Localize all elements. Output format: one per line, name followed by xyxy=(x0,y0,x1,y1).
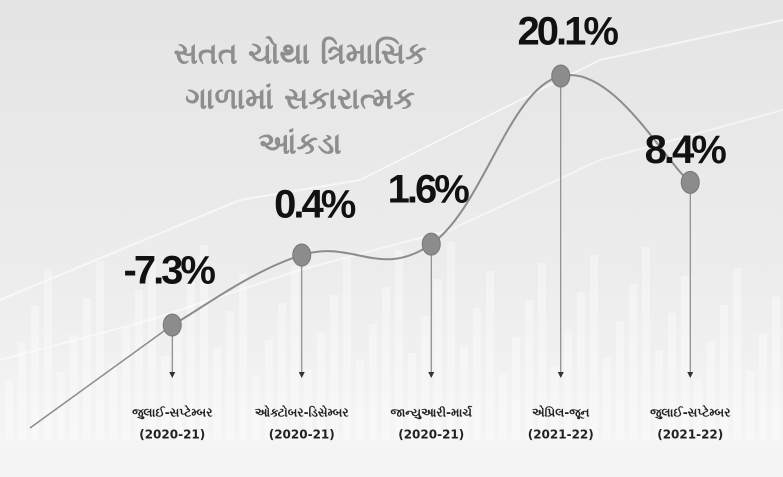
decor-bar xyxy=(746,371,754,440)
decor-bar xyxy=(96,261,104,440)
chart-title: ગાળામાં સકારાત્મક xyxy=(185,82,415,117)
decor-bar xyxy=(213,348,221,440)
x-tick-sublabel: (2020-21) xyxy=(269,428,335,442)
value-label: 8.4% xyxy=(645,128,727,172)
decor-bar xyxy=(356,361,364,440)
decor-bar xyxy=(226,311,234,440)
decor-bar xyxy=(265,340,273,440)
x-tick-sublabel: (2021-22) xyxy=(657,428,723,442)
decor-bar xyxy=(174,319,182,440)
x-tick-sublabel: (2020-21) xyxy=(139,428,205,442)
decor-bar xyxy=(83,298,91,440)
decor-bar xyxy=(31,306,39,440)
point xyxy=(681,171,699,193)
decor-bar xyxy=(18,343,26,440)
decor-bar xyxy=(629,284,637,440)
x-tick-sublabel: (2020-21) xyxy=(398,428,464,442)
x-tick-label: જુલાઈ-સપ્ટેમ્બર xyxy=(132,404,213,420)
point xyxy=(552,65,570,87)
decor-bar xyxy=(655,350,663,440)
decor-bar xyxy=(590,255,598,440)
decor-bar xyxy=(707,342,715,440)
decor-bar xyxy=(239,274,247,440)
decor-bar xyxy=(486,271,494,440)
decor-bar xyxy=(382,287,390,440)
decor-bar xyxy=(70,335,78,440)
value-label: 0.4% xyxy=(274,183,356,227)
decor-bar xyxy=(122,327,130,440)
decor-bar xyxy=(421,316,429,440)
point xyxy=(293,244,311,266)
decor-bar xyxy=(772,297,780,440)
decor-bar xyxy=(5,380,13,440)
decor-bar xyxy=(759,334,767,440)
point xyxy=(163,314,181,336)
x-tick-label: જુલાઈ-સપ્ટેમ્બર xyxy=(650,404,731,420)
value-label: 1.6% xyxy=(388,168,470,212)
value-label: 20.1% xyxy=(518,10,619,54)
decor-bar xyxy=(668,313,676,440)
decor-bar xyxy=(499,374,507,440)
x-tick-label: જાન્યુઆરી-માર્ચ xyxy=(390,405,473,421)
chart-title: આંકડા xyxy=(258,127,341,162)
decor-bar xyxy=(369,324,377,440)
chart: સતત ચોથા ત્રિમાસિક ગાળામાં સકારાત્મક આંક… xyxy=(0,0,783,477)
decor-bar xyxy=(616,321,624,440)
x-tick-label: એપ્રિલ-જૂન xyxy=(532,405,590,422)
footer-band xyxy=(0,445,783,477)
decor-bar xyxy=(642,247,650,440)
x-tick-sublabel: (2021-22) xyxy=(528,428,594,442)
value-label: -7.3% xyxy=(124,249,216,293)
decor-bar xyxy=(460,345,468,440)
decor-bar xyxy=(733,268,741,440)
decor-bar xyxy=(603,358,611,440)
chart-title: સતત ચોથા ત્રિમાસિક xyxy=(174,36,427,72)
decor-bar xyxy=(564,329,572,440)
x-tick-label: ઓક્ટોબર-ડિસેમ્બર xyxy=(255,404,349,419)
decor-bar xyxy=(317,332,325,440)
decor-bar xyxy=(512,337,520,440)
decor-bar xyxy=(109,364,117,440)
decor-bar xyxy=(720,305,728,440)
point xyxy=(422,233,440,255)
decor-bar xyxy=(473,308,481,440)
